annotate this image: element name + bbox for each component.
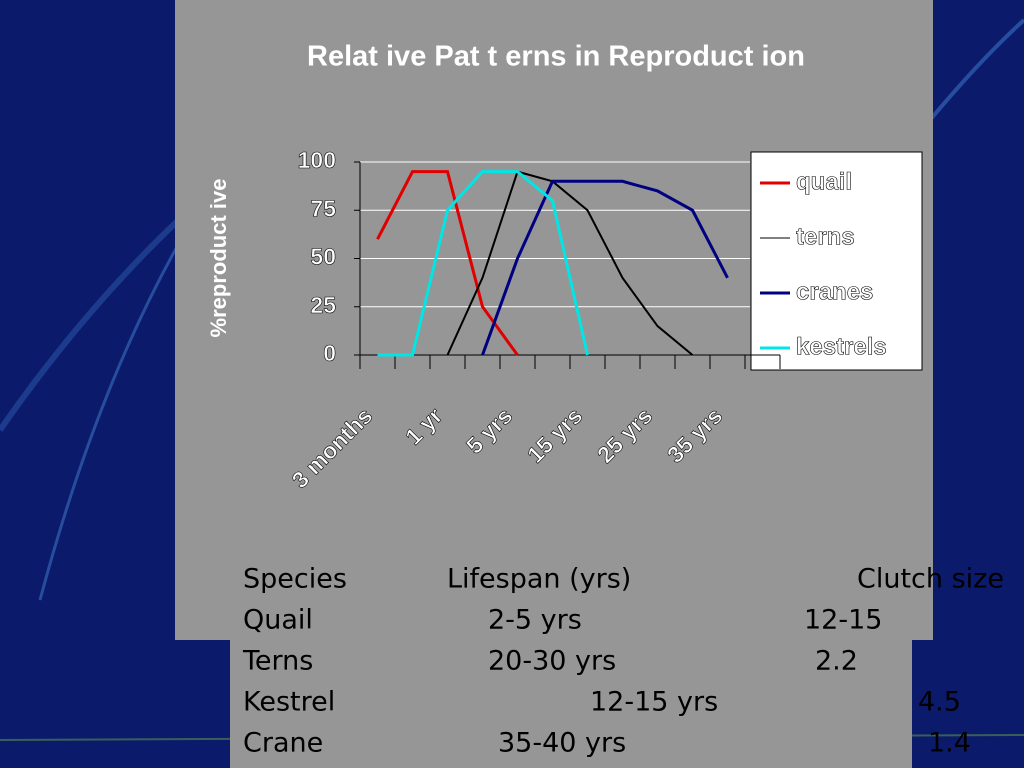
- table-cell: 2.2: [815, 646, 858, 677]
- table-cell: 12-15 yrs: [590, 687, 718, 718]
- table-cell: Quail: [243, 605, 313, 636]
- table-cell: 35-40 yrs: [498, 728, 626, 759]
- table-cell: 1.4: [928, 728, 971, 759]
- legend-label: cranes: [796, 278, 873, 305]
- legend-label: quail: [796, 168, 852, 195]
- legend-box: [750, 151, 923, 371]
- table-header: Lifespan (yrs): [447, 564, 631, 595]
- table-cell: Terns: [242, 646, 313, 677]
- series-line: [377, 170, 589, 357]
- table-header: Species: [243, 564, 347, 595]
- table-cell: 12-15: [804, 605, 882, 636]
- y-axis-label: %reproduct ive: [206, 179, 231, 338]
- legend-label: terns: [796, 223, 855, 250]
- series-line: [446, 170, 694, 356]
- table-cell: 2-5 yrs: [488, 605, 582, 636]
- table-panel: [230, 640, 912, 768]
- decor: [0, 197, 203, 432]
- series-line: [481, 179, 729, 356]
- chart-title: Relat ive Pat t erns in Reproduct ion: [307, 41, 805, 73]
- table-cell: Crane: [243, 728, 323, 759]
- y-tick-label: 100: [298, 147, 336, 173]
- y-tick-label: 0: [323, 340, 336, 366]
- y-tick-label: 25: [310, 292, 336, 318]
- y-tick-label: 50: [310, 244, 336, 270]
- table-cell: 20-30 yrs: [488, 646, 616, 677]
- y-tick-label: 75: [310, 195, 336, 221]
- table-cell: 4.5: [918, 687, 961, 718]
- decor: [928, 18, 1024, 122]
- table-header: Clutch size: [857, 564, 1004, 595]
- legend-label: kestrels: [796, 333, 887, 360]
- table-cell: Kestrel: [243, 687, 335, 718]
